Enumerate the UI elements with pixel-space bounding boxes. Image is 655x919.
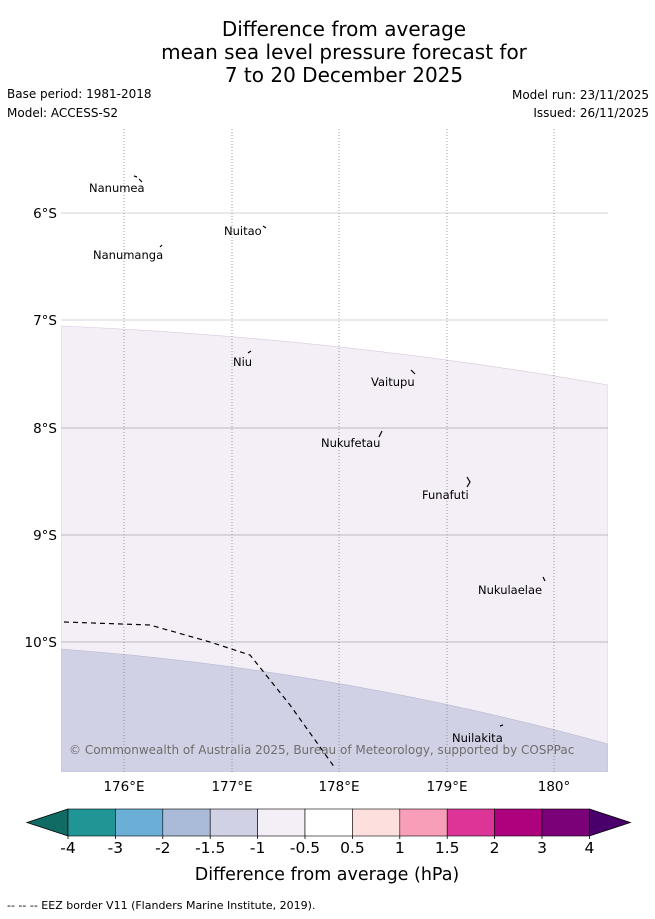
colorbar-swatch	[352, 809, 399, 836]
colorbar-swatch	[542, 809, 589, 836]
eez-legend: -- -- -- EEZ border V11 (Flanders Marine…	[7, 899, 315, 912]
colorbar-tick-label: -0.5	[290, 839, 320, 857]
place-label-funafuti: Funafuti	[422, 488, 469, 502]
colorbar-swatch	[115, 809, 162, 836]
lon-label-179e: 179°E	[426, 779, 467, 795]
colorbar-ticks: -4 -3 -2 -1.5 -1 -0.5 0.5 1 1.5 2 3 4	[60, 836, 594, 857]
place-label-nanumanga: Nanumanga	[93, 248, 163, 262]
lon-label-178e: 178°E	[318, 779, 359, 795]
lat-label-8s: 8°S	[33, 421, 57, 437]
colorbar-swatch	[495, 809, 542, 836]
colorbar-swatch	[163, 809, 210, 836]
lat-label-9s: 9°S	[33, 528, 57, 544]
place-label-niu: Niu	[233, 355, 252, 369]
colorbar-tick-label: -2	[155, 839, 170, 857]
colorbar-swatch	[305, 809, 352, 836]
lat-label-10s: 10°S	[25, 635, 58, 651]
lat-label-6s: 6°S	[33, 206, 57, 222]
colorbar-swatch	[210, 809, 257, 836]
place-label-nukufetau: Nukufetau	[321, 436, 380, 450]
colorbar-tick-label: -3	[108, 839, 123, 857]
map: Nanumea Nuitao Nanumanga Niu Vaitupu Nuk…	[0, 0, 655, 800]
copyright-notice: © Commonwealth of Australia 2025, Bureau…	[69, 743, 574, 757]
lon-label-176e: 176°E	[103, 779, 144, 795]
colorbar-swatch	[258, 809, 305, 836]
place-label-nukulaelae: Nukulaelae	[478, 583, 542, 597]
colorbar-swatch	[447, 809, 494, 836]
colorbar-arrow-high	[589, 809, 630, 836]
lon-label-177e: 177°E	[211, 779, 252, 795]
colorbar-tick-label: 4	[584, 839, 594, 857]
colorbar-swatch	[400, 809, 447, 836]
colorbar-arrow-low	[27, 809, 68, 836]
colorbar-swatch	[68, 809, 115, 836]
colorbar-tick-label: 2	[490, 839, 500, 857]
colorbar-tick-label: 1	[395, 839, 405, 857]
colorbar-tick-label: 0.5	[340, 839, 365, 857]
colorbar-tick-label: 1.5	[435, 839, 460, 857]
lat-label-7s: 7°S	[33, 313, 57, 329]
place-label-nanumea: Nanumea	[89, 181, 145, 195]
lon-label-180: 180°	[538, 779, 571, 795]
colorbar-title: Difference from average (hPa)	[195, 865, 460, 885]
colorbar-swatches	[27, 809, 630, 836]
place-label-nuitao: Nuitao	[224, 224, 262, 238]
colorbar-tick-label: -1	[250, 839, 265, 857]
colorbar-tick-label: -4	[60, 839, 75, 857]
colorbar: -4 -3 -2 -1.5 -1 -0.5 0.5 1 1.5 2 3 4 Difference fr…	[0, 800, 655, 890]
colorbar-tick-label: 3	[537, 839, 547, 857]
place-label-vaitupu: Vaitupu	[371, 375, 415, 389]
colorbar-tick-label: -1.5	[195, 839, 225, 857]
